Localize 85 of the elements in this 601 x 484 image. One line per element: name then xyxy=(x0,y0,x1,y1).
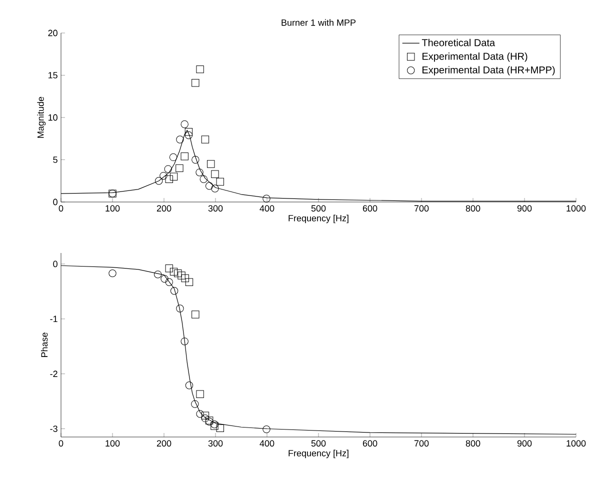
point xyxy=(192,156,200,164)
point xyxy=(180,120,188,128)
point xyxy=(176,136,184,144)
x-tick-label: 800 xyxy=(466,440,480,447)
x-axis-title: Frequency [Hz] xyxy=(288,214,348,224)
point xyxy=(192,79,200,87)
x-tick-label: 500 xyxy=(311,205,326,212)
point xyxy=(174,269,182,278)
point xyxy=(196,410,204,418)
point xyxy=(165,278,174,286)
y-tick-label: 5 xyxy=(53,156,58,163)
x-tick-label: 100 xyxy=(106,205,120,212)
x-tick-label: 600 xyxy=(362,440,378,447)
x-tick-label: 600 xyxy=(362,205,378,212)
point xyxy=(191,400,199,408)
y-tick-label: 15 xyxy=(48,72,58,78)
y-tick-label: -1 xyxy=(50,316,58,322)
y-tick-label: 0 xyxy=(53,260,58,268)
x-tick-label: 1000 xyxy=(566,205,586,212)
point xyxy=(200,175,208,184)
point xyxy=(205,182,214,190)
point xyxy=(262,194,270,202)
point xyxy=(160,172,168,180)
point xyxy=(170,287,178,295)
x-tick-label: 300 xyxy=(208,205,223,212)
point xyxy=(196,65,204,74)
x-tick-label: 400 xyxy=(260,205,274,212)
x-tick-label: 200 xyxy=(156,205,172,212)
x-tick-label: 800 xyxy=(466,205,480,212)
x-tick-label: 900 xyxy=(517,205,532,212)
y-tick-label: 0 xyxy=(53,198,58,206)
x-tick-label: 500 xyxy=(311,440,326,447)
point xyxy=(262,425,270,434)
point xyxy=(201,412,210,420)
point xyxy=(192,310,200,318)
point xyxy=(108,269,116,278)
legend-label: Experimental Data (HR+MPP) xyxy=(422,66,555,76)
x-tick-label: 100 xyxy=(106,440,120,447)
point xyxy=(165,264,174,272)
point xyxy=(178,272,186,280)
point xyxy=(185,278,194,286)
point xyxy=(170,268,178,276)
legend-label: Theoretical Data xyxy=(422,38,496,46)
point xyxy=(176,164,184,172)
point xyxy=(180,338,188,346)
y-axis-title: Magnitude xyxy=(37,96,46,138)
x-tick-label: 0 xyxy=(58,205,64,212)
point xyxy=(165,175,174,184)
x-tick-label: 700 xyxy=(414,205,429,212)
point xyxy=(184,128,193,136)
x-tick-label: 700 xyxy=(414,440,429,447)
point xyxy=(196,168,204,176)
point xyxy=(211,184,219,192)
x-tick-label: 200 xyxy=(156,440,172,447)
point xyxy=(211,170,219,178)
point xyxy=(185,382,194,390)
x-tick-label: 300 xyxy=(208,440,223,447)
point xyxy=(164,165,172,173)
point xyxy=(176,304,184,312)
y-tick-label: 20 xyxy=(48,30,58,36)
point xyxy=(154,270,162,278)
x-tick-label: 400 xyxy=(260,440,274,447)
point xyxy=(216,424,224,432)
legend-label: Experimental Data (HR) xyxy=(422,52,528,62)
point xyxy=(216,178,224,186)
point xyxy=(169,153,178,162)
x-axis-title: Frequency [Hz] xyxy=(288,450,348,458)
y-tick-label: -3 xyxy=(50,426,58,432)
y-tick-label: -2 xyxy=(50,370,58,377)
chart-title: Burner 1 with MPP xyxy=(282,19,356,26)
y-tick-label: 10 xyxy=(48,114,58,121)
point xyxy=(184,131,193,140)
y-axis-title: Phase xyxy=(40,332,48,358)
x-tick-label: 1000 xyxy=(566,440,586,447)
x-tick-label: 900 xyxy=(517,440,532,447)
point xyxy=(155,177,163,185)
point xyxy=(180,152,188,160)
point xyxy=(196,390,204,398)
point xyxy=(201,136,210,144)
point xyxy=(181,274,189,282)
point xyxy=(201,414,210,422)
point xyxy=(207,160,215,168)
point xyxy=(160,274,168,283)
point xyxy=(170,172,178,180)
x-tick-label: 0 xyxy=(58,440,64,447)
